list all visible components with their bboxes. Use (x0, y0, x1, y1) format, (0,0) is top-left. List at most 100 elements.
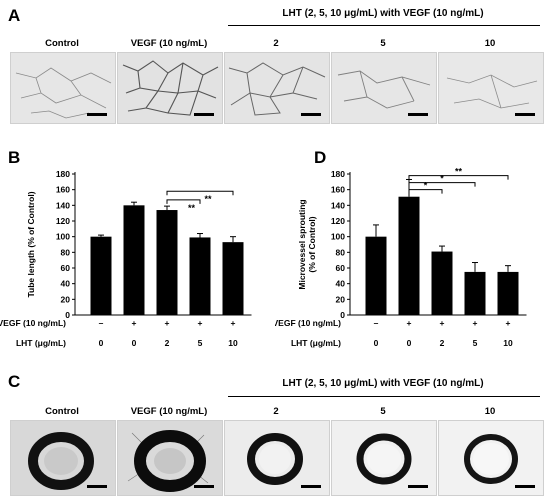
panel-c-header-vegf: VEGF (10 ng/mL) (130, 406, 208, 417)
scale-bar (408, 485, 428, 488)
y-tick-label: 140 (56, 200, 70, 210)
scale-bar (301, 485, 321, 488)
y-axis-label-line: Microvessel sprouting (297, 199, 307, 289)
y-tick-label: 80 (336, 247, 346, 257)
aortic-ring-control-image (28, 432, 94, 490)
scale-bar (515, 485, 535, 488)
panel-a-header-lht-2: 2 (273, 38, 279, 49)
condition-row-label: LHT (μg/mL) (291, 338, 341, 348)
condition-value: 5 (198, 338, 203, 348)
significance-bracket (408, 189, 443, 194)
condition-value: + (165, 318, 170, 328)
y-tick-label: 80 (61, 247, 71, 257)
y-tick-label: 0 (65, 310, 70, 320)
tube-network-lht-10-image (446, 74, 538, 109)
y-tick-label: 40 (61, 279, 71, 289)
condition-value: 2 (440, 338, 445, 348)
significance-label: * (424, 181, 428, 191)
panel-d-letter: D (314, 148, 327, 167)
condition-value: + (407, 318, 412, 328)
scale-bar (194, 113, 214, 116)
y-tick-label: 120 (56, 216, 70, 226)
condition-row-label: VEGF (10 ng/mL) (0, 318, 66, 328)
scale-bar (194, 485, 214, 488)
y-tick-label: 160 (331, 185, 345, 195)
y-tick-label: 40 (336, 279, 346, 289)
scale-bar (301, 113, 321, 116)
bar (431, 251, 453, 315)
condition-value: 0 (132, 338, 137, 348)
condition-value: 10 (503, 338, 513, 348)
condition-value: + (231, 318, 236, 328)
panel-c-header-lht-5: 5 (380, 406, 386, 417)
bar (365, 236, 387, 315)
significance-label: * (440, 174, 444, 184)
condition-value: + (440, 318, 445, 328)
y-tick-label: 60 (336, 263, 346, 273)
y-tick-label: 180 (56, 169, 70, 179)
panel-a-image-lht-5 (331, 52, 437, 124)
chart-tube-length: Tube length (% of Control)02040608010012… (0, 169, 252, 348)
aortic-ring-vegf-image (127, 430, 209, 492)
y-tick-label: 180 (331, 169, 345, 179)
condition-value: + (506, 318, 511, 328)
tube-network-vegf-image (122, 60, 219, 116)
panel-c-image-lht-5 (331, 420, 437, 496)
condition-value: + (198, 318, 203, 328)
bar (398, 196, 420, 315)
condition-value: 0 (374, 338, 379, 348)
y-tick-label: 140 (331, 200, 345, 210)
y-tick-label: 100 (56, 232, 70, 242)
bar (189, 237, 211, 315)
condition-value: + (132, 318, 137, 328)
condition-value: 5 (473, 338, 478, 348)
panel-c-image-vegf (117, 420, 223, 496)
panel-a-header-lht-5: 5 (380, 38, 386, 49)
condition-value: – (374, 318, 379, 328)
panel-c-letter: C (8, 372, 21, 391)
panel-a-letter: A (8, 6, 21, 25)
condition-row-label: VEGF (10 ng/mL) (275, 318, 341, 328)
panel-c-image-control (10, 420, 116, 496)
tube-network-lht-2-image (228, 62, 326, 116)
scale-bar (87, 113, 107, 116)
aortic-ring-lht-10-image (464, 434, 518, 484)
y-axis-label: Microvessel sprouting(% of Control) (297, 199, 317, 289)
condition-value: + (473, 318, 478, 328)
panel-a-group-header: LHT (2, 5, 10 μg/mL) with VEGF (10 ng/mL… (282, 8, 484, 19)
y-tick-label: 60 (61, 263, 71, 273)
panel-a-image-lht-10 (438, 52, 544, 124)
significance-bracket (166, 190, 234, 196)
significance-label: ** (188, 203, 196, 213)
scale-bar (515, 113, 535, 116)
panel-a-image-lht-2 (224, 52, 330, 124)
significance-label: ** (204, 194, 212, 204)
y-tick-label: 100 (331, 232, 345, 242)
bar (497, 271, 519, 315)
panel-a-image-vegf (117, 52, 223, 124)
panel-a-image-control (10, 52, 116, 124)
y-tick-label: 0 (340, 310, 345, 320)
y-tick-label: 20 (61, 294, 71, 304)
bar (464, 271, 486, 315)
panel-c-header-control: Control (45, 406, 79, 417)
aortic-ring-lht-5-image (356, 433, 412, 485)
significance-label: ** (455, 167, 463, 177)
panel-a-header-vegf: VEGF (10 ng/mL) (130, 38, 208, 49)
bar (222, 242, 244, 315)
significance-bracket (408, 175, 509, 180)
scale-bar (408, 113, 428, 116)
y-axis-label-line: (% of Control) (307, 216, 317, 272)
panel-c-header-lht-2: 2 (273, 406, 279, 417)
panel-c-header-lht-10: 10 (484, 406, 496, 417)
panel-c-image-lht-10 (438, 420, 544, 496)
significance-bracket (166, 199, 201, 204)
panel-c-group-header: LHT (2, 5, 10 μg/mL) with VEGF (10 ng/mL… (282, 378, 484, 389)
y-tick-label: 120 (331, 216, 345, 226)
chart-microvessel-sprouting: Microvessel sprouting(% of Control)02040… (275, 167, 527, 348)
y-tick-label: 20 (336, 294, 346, 304)
panel-a-header-control: Control (45, 38, 79, 49)
condition-value: 0 (407, 338, 412, 348)
condition-value: 10 (228, 338, 238, 348)
y-tick-label: 160 (56, 185, 70, 195)
